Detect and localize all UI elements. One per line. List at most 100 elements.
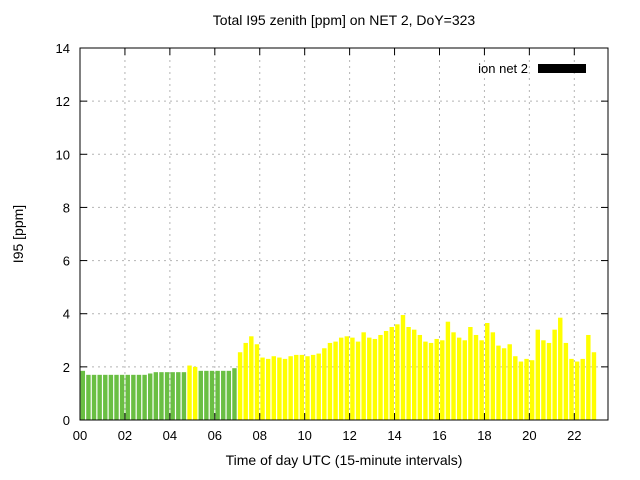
bar <box>462 340 467 420</box>
bar <box>558 317 563 420</box>
bar <box>440 340 445 420</box>
bar <box>552 329 557 420</box>
y-tick-label: 10 <box>56 147 70 162</box>
bar <box>361 332 366 420</box>
bar <box>142 374 147 420</box>
y-tick-label: 8 <box>63 200 70 215</box>
bar <box>518 361 524 420</box>
bar <box>271 356 276 420</box>
x-tick-label: 02 <box>118 428 132 443</box>
bar <box>473 334 479 420</box>
bar <box>254 344 260 420</box>
bar <box>136 374 142 420</box>
bar <box>507 344 512 420</box>
bar <box>226 370 232 420</box>
bar <box>277 357 282 420</box>
bar <box>423 341 428 420</box>
bar <box>333 341 338 420</box>
bar <box>428 342 434 420</box>
bar <box>563 342 569 420</box>
bar <box>91 374 97 420</box>
bar <box>288 356 293 420</box>
bar <box>265 358 271 420</box>
x-tick-label: 10 <box>297 428 311 443</box>
bar <box>125 374 130 420</box>
bar <box>209 370 215 420</box>
bar <box>451 332 456 420</box>
bar <box>131 374 136 420</box>
bar <box>395 324 400 420</box>
bar <box>412 329 417 420</box>
bar <box>468 327 473 420</box>
bar <box>524 358 529 420</box>
bar <box>574 361 580 420</box>
x-axis-label: Time of day UTC (15-minute intervals) <box>225 452 463 468</box>
bar <box>490 332 496 420</box>
bar <box>170 372 175 420</box>
bar <box>501 348 507 420</box>
legend-swatch-icon <box>538 64 586 73</box>
bar <box>513 356 518 420</box>
bar <box>479 340 484 420</box>
bar <box>569 358 574 420</box>
x-tick-label: 12 <box>342 428 356 443</box>
bar <box>316 353 321 420</box>
y-tick-label: 4 <box>63 307 70 322</box>
bar <box>282 358 288 420</box>
bar <box>541 340 546 420</box>
x-tick-label: 06 <box>208 428 222 443</box>
bar <box>249 336 254 420</box>
bar <box>406 327 411 420</box>
bar <box>367 337 372 420</box>
bar <box>148 373 153 420</box>
x-tick-label: 20 <box>522 428 536 443</box>
bar <box>237 352 243 420</box>
bar <box>383 330 389 420</box>
bar <box>389 327 394 420</box>
legend-label: ion net 2 <box>478 61 528 76</box>
bar <box>299 354 305 420</box>
x-tick-label: 16 <box>432 428 446 443</box>
bar <box>119 374 125 420</box>
bar <box>580 358 585 420</box>
bar <box>114 374 119 420</box>
bar <box>164 372 170 420</box>
bar <box>350 337 355 420</box>
bar <box>355 341 361 420</box>
bar <box>378 334 383 420</box>
y-tick-label: 2 <box>63 360 70 375</box>
bar <box>108 374 114 420</box>
bar <box>456 337 462 420</box>
bar <box>529 360 535 420</box>
bar <box>372 338 378 420</box>
bar <box>344 336 350 420</box>
bar <box>485 323 490 420</box>
x-tick-label: 14 <box>387 428 401 443</box>
bar <box>159 372 164 420</box>
bar <box>322 348 327 420</box>
x-tick-label: 08 <box>253 428 267 443</box>
bar <box>176 372 181 420</box>
bar <box>243 342 248 420</box>
bar <box>445 321 451 420</box>
bar <box>586 334 591 420</box>
x-tick-label: 18 <box>477 428 491 443</box>
bar <box>305 356 310 420</box>
bar <box>153 372 159 420</box>
bar <box>80 370 86 420</box>
bar <box>260 357 265 420</box>
bar <box>181 372 187 420</box>
bar <box>400 315 406 420</box>
bar <box>187 365 192 420</box>
bar <box>546 342 552 420</box>
x-tick-label: 00 <box>73 428 87 443</box>
bar <box>204 370 209 420</box>
bar <box>535 329 540 420</box>
bar <box>232 368 237 420</box>
y-tick-label: 12 <box>56 94 70 109</box>
bar <box>434 338 439 420</box>
legend: ion net 2 <box>80 61 586 76</box>
bar <box>310 354 316 420</box>
